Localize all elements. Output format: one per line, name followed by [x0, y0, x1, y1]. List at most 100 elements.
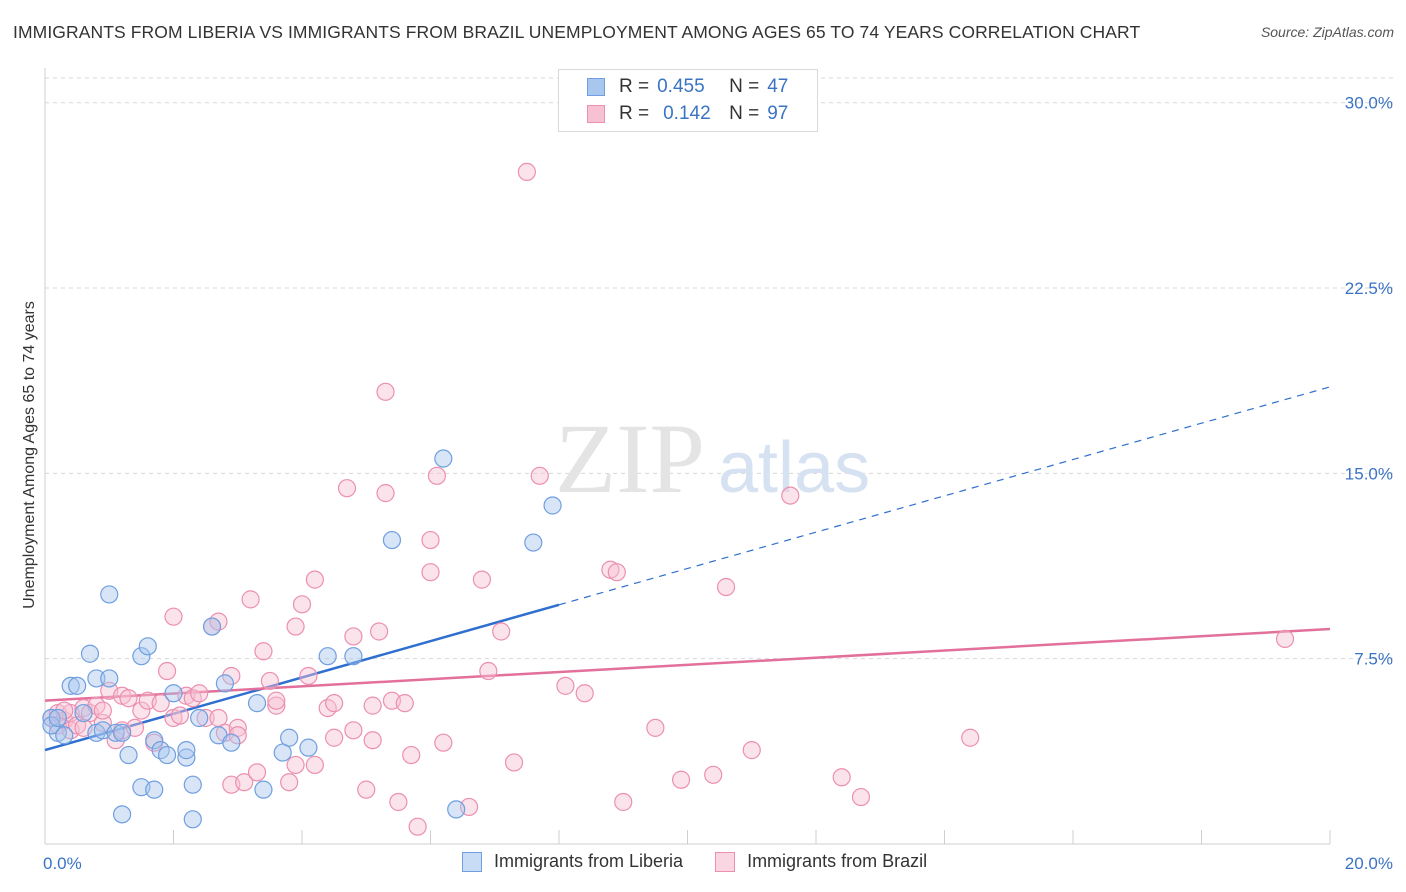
n-value: 47	[767, 76, 789, 97]
liberia-point	[299, 738, 318, 757]
brazil-point	[421, 563, 440, 582]
brazil-point	[530, 466, 549, 485]
brazil-point	[164, 607, 183, 626]
brazil-point	[704, 765, 723, 784]
legend-item-brazil: Immigrants from Brazil	[715, 851, 927, 872]
liberia-point	[177, 748, 196, 767]
correlation-legend: R = 0.455 N = 47 R = 0.142 N = 97	[558, 69, 818, 132]
brazil-point	[961, 728, 980, 747]
brazil-point	[742, 741, 761, 760]
liberia-point	[164, 684, 183, 703]
y-axis-label: Unemployment Among Ages 65 to 74 years	[21, 301, 38, 609]
liberia-point	[183, 810, 202, 829]
tick-labels: 7.5% 15.0% 22.5% 30.0% 0.0% 20.0%	[43, 94, 1393, 873]
liberia-point	[68, 676, 87, 695]
legend-row-liberia: R = 0.455 N = 47	[587, 76, 788, 98]
brazil-point	[517, 162, 536, 181]
brazil-point	[170, 706, 190, 725]
liberia-point	[145, 731, 164, 750]
brazil-legend-swatch	[715, 851, 736, 872]
trend-lines	[44, 386, 1331, 752]
brazil-point	[376, 484, 395, 503]
data-points	[42, 162, 1295, 836]
watermark-atlas: atlas	[718, 428, 870, 508]
brazil-point	[151, 694, 170, 713]
source-label: Source: ZipAtlas.com	[1260, 24, 1394, 40]
liberia-point	[42, 716, 61, 735]
axes	[44, 68, 1331, 845]
liberia-point	[434, 449, 453, 468]
r-label: R =	[619, 103, 650, 124]
brazil-point	[832, 768, 851, 787]
brazil-point	[556, 676, 575, 695]
chart-title: IMMIGRANTS FROM LIBERIA VS IMMIGRANTS FR…	[13, 22, 1141, 42]
brazil-point	[292, 595, 312, 614]
r-label: R =	[619, 76, 650, 97]
brazil-point	[434, 733, 453, 752]
brazil-point	[222, 666, 241, 686]
brazil-point	[228, 726, 247, 745]
liberia-point	[48, 708, 67, 728]
brazil-point	[344, 627, 363, 646]
liberia-point	[119, 745, 138, 765]
brazil-point	[325, 728, 344, 747]
liberia-point	[215, 674, 234, 693]
brazil-point	[235, 773, 254, 792]
liberia-point	[318, 647, 337, 666]
brazil-point	[157, 661, 177, 681]
grid	[45, 77, 1395, 660]
brazil-point	[305, 755, 324, 775]
liberia-point	[183, 775, 202, 794]
brazil-point	[241, 590, 260, 609]
brazil-point	[267, 696, 286, 715]
liberia-point	[106, 723, 125, 742]
brazil-point	[344, 721, 363, 740]
y-tick-label: 15.0%	[1345, 464, 1393, 483]
n-label: N =	[729, 103, 760, 124]
brazil-point	[363, 731, 382, 750]
brazil-point	[260, 671, 279, 691]
y-tick-label: 22.5%	[1345, 279, 1393, 298]
liberia-point	[247, 694, 267, 713]
brazil-point	[408, 817, 427, 836]
brazil-point	[492, 622, 511, 641]
liberia-legend-label: Immigrants from Liberia	[494, 851, 684, 871]
brazil-point	[1275, 629, 1295, 649]
brazil-legend-label: Immigrants from Brazil	[747, 851, 928, 871]
brazil-point	[119, 689, 138, 708]
brazil-point	[286, 755, 305, 775]
liberia-point	[132, 647, 151, 666]
brazil-point	[395, 694, 414, 713]
y-tick-label: 30.0%	[1345, 94, 1393, 113]
brazil-point	[106, 731, 125, 750]
brazil-point	[370, 622, 389, 641]
brazil-point	[93, 701, 112, 720]
brazil-point	[190, 684, 209, 703]
legend-row-brazil: R = 0.142 N = 97	[587, 103, 788, 125]
liberia-point	[100, 585, 119, 604]
x-tick-label-min: 0.0%	[43, 854, 82, 873]
brazil-point	[376, 382, 395, 401]
liberia-point	[344, 647, 363, 666]
liberia-point	[55, 726, 74, 745]
liberia-point	[280, 728, 299, 747]
y-tick-label: 7.5%	[1354, 650, 1393, 669]
brazil-point	[716, 577, 736, 597]
brazil-point	[93, 713, 112, 733]
liberia-trend-extension	[558, 386, 1331, 606]
brazil-point	[337, 479, 357, 498]
watermark-zip: ZIP	[555, 403, 705, 514]
brazil-trend-line	[44, 627, 1331, 702]
watermark: ZIP atlas	[555, 403, 870, 514]
brazil-swatch	[587, 105, 605, 123]
liberia-point	[87, 669, 106, 688]
brazil-point	[646, 718, 665, 737]
brazil-point	[247, 763, 267, 782]
brazil-point	[286, 617, 305, 636]
liberia-point	[145, 780, 164, 799]
r-value: 0.142	[663, 103, 711, 124]
brazil-point	[427, 466, 447, 485]
brazil-point	[299, 666, 318, 686]
liberia-point	[74, 703, 93, 723]
